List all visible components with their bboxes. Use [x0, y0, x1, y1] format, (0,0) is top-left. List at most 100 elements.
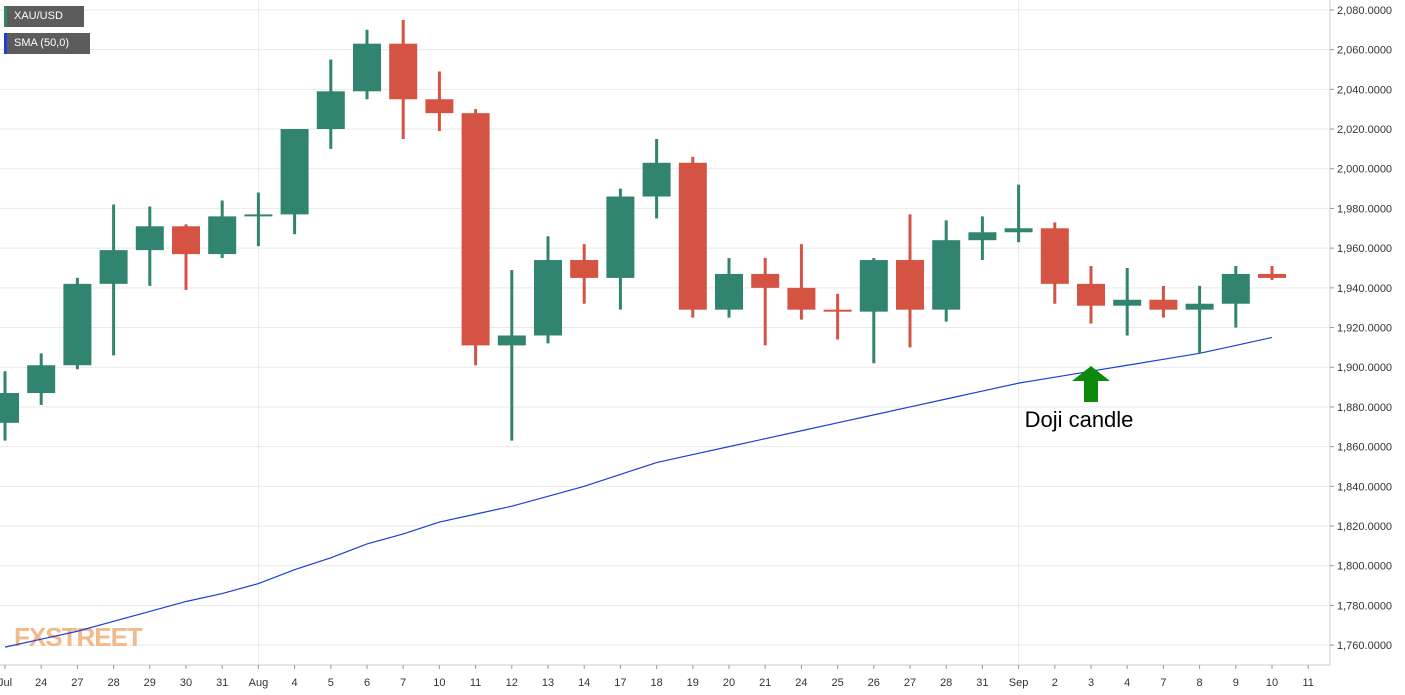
y-tick-label: 1,840.0000	[1337, 481, 1392, 493]
candle	[715, 258, 743, 318]
candle	[172, 224, 200, 290]
candle	[896, 214, 924, 348]
sma-color-swatch	[4, 33, 7, 54]
y-tick-label: 1,980.0000	[1337, 203, 1392, 215]
x-tick-label: 31	[216, 677, 228, 689]
x-tick-label: 24	[795, 677, 807, 689]
y-axis-ticks: 2,080.0000 2,060.0000 2,040.0000 2,020.0000…	[1330, 5, 1392, 652]
x-tick-label: 24	[35, 677, 47, 689]
candle	[461, 109, 490, 366]
candle	[859, 258, 888, 364]
candle	[606, 188, 635, 310]
y-tick-label: 1,920.0000	[1337, 323, 1392, 335]
candle-body	[678, 162, 707, 310]
candle-body	[787, 287, 816, 310]
candle-body	[280, 129, 309, 215]
candle-body	[1149, 299, 1178, 310]
x-tick-label: 25	[831, 677, 843, 689]
candle-body	[1221, 273, 1250, 304]
candle	[1149, 285, 1178, 318]
candle-body	[99, 250, 128, 284]
candle	[1113, 267, 1142, 336]
x-tick-label: 5	[328, 677, 334, 689]
candle	[1077, 266, 1105, 324]
candle	[1221, 266, 1250, 328]
candle-body	[823, 309, 852, 312]
axes	[0, 0, 1331, 666]
x-axis-ticks: Jul 24 27 28 29 30 31 Aug 4 5 6 7 10 11 12 13 14 17 18 19 20…	[0, 665, 1314, 689]
x-tick-label: 26	[868, 677, 880, 689]
candle-body	[63, 283, 92, 366]
candle-body	[425, 99, 454, 114]
candle-body	[642, 162, 671, 197]
candle-body	[859, 260, 888, 312]
sma-line	[4, 336, 1273, 648]
candle-body	[715, 273, 743, 310]
candle	[678, 156, 707, 318]
up-arrow-icon	[1072, 366, 1110, 402]
x-tick-label: 28	[107, 677, 119, 689]
candle	[751, 258, 780, 346]
candle	[642, 138, 671, 219]
x-tick-label: 19	[687, 677, 699, 689]
x-tick-label: 11	[1302, 677, 1313, 689]
y-tick-label: 1,780.0000	[1337, 600, 1392, 612]
x-tick-label: 7	[400, 677, 406, 689]
candle	[316, 59, 345, 149]
x-tick-label: 30	[180, 677, 192, 689]
y-tick-label: 2,080.0000	[1337, 5, 1392, 17]
x-tick-label: 20	[723, 677, 735, 689]
candle	[1004, 184, 1033, 243]
legend-symbol[interactable]: XAU/USD	[4, 6, 84, 27]
candle-body	[135, 226, 164, 251]
candle-body	[570, 260, 599, 278]
candle-body	[896, 260, 924, 310]
candle-body	[1077, 283, 1105, 306]
annotation-label: Doji candle	[1025, 407, 1134, 432]
x-tick-label: 11	[470, 677, 481, 689]
legend-symbol-label: XAU/USD	[14, 10, 63, 22]
x-tick-label: 10	[433, 677, 445, 689]
x-tick-label: 3	[1088, 677, 1094, 689]
candle-body	[244, 214, 273, 217]
x-tick-label: 31	[976, 677, 988, 689]
x-tick-label: 14	[578, 677, 590, 689]
candle	[425, 71, 454, 132]
y-tick-label: 1,880.0000	[1337, 402, 1392, 414]
candle	[63, 277, 92, 370]
x-tick-label: 2	[1052, 677, 1058, 689]
candle	[968, 216, 997, 261]
x-tick-label: Aug	[249, 677, 269, 689]
x-tick-label: 8	[1197, 677, 1203, 689]
x-tick-label: 17	[614, 677, 626, 689]
doji-annotation: Doji candle	[1025, 366, 1134, 432]
y-tick-label: 1,820.0000	[1337, 521, 1392, 533]
candle	[244, 192, 273, 247]
candle-body	[1040, 228, 1069, 284]
candle	[208, 200, 237, 259]
x-tick-label: Sep	[1009, 677, 1029, 689]
candle-body	[1185, 303, 1214, 310]
candle	[353, 29, 381, 100]
x-tick-label: 29	[144, 677, 156, 689]
y-tick-label: 2,020.0000	[1337, 124, 1392, 136]
y-tick-label: 1,900.0000	[1337, 362, 1392, 374]
legend-sma[interactable]: SMA (50,0)	[4, 33, 90, 54]
x-tick-label: 13	[542, 677, 554, 689]
x-tick-label: 4	[1124, 677, 1130, 689]
candle	[99, 204, 128, 356]
candle-body	[1004, 228, 1033, 233]
fxstreet-logo: FXSTREET	[14, 622, 143, 652]
candle	[534, 236, 562, 344]
candle-body	[534, 260, 562, 336]
y-tick-label: 2,040.0000	[1337, 84, 1392, 96]
candle	[1258, 266, 1286, 280]
y-tick-label: 1,760.0000	[1337, 640, 1392, 652]
candle-body	[497, 335, 526, 346]
candle-body	[1258, 273, 1286, 278]
candle	[389, 19, 418, 139]
candle-body	[316, 91, 345, 130]
candle-body	[27, 365, 56, 394]
x-tick-label: 7	[1160, 677, 1166, 689]
